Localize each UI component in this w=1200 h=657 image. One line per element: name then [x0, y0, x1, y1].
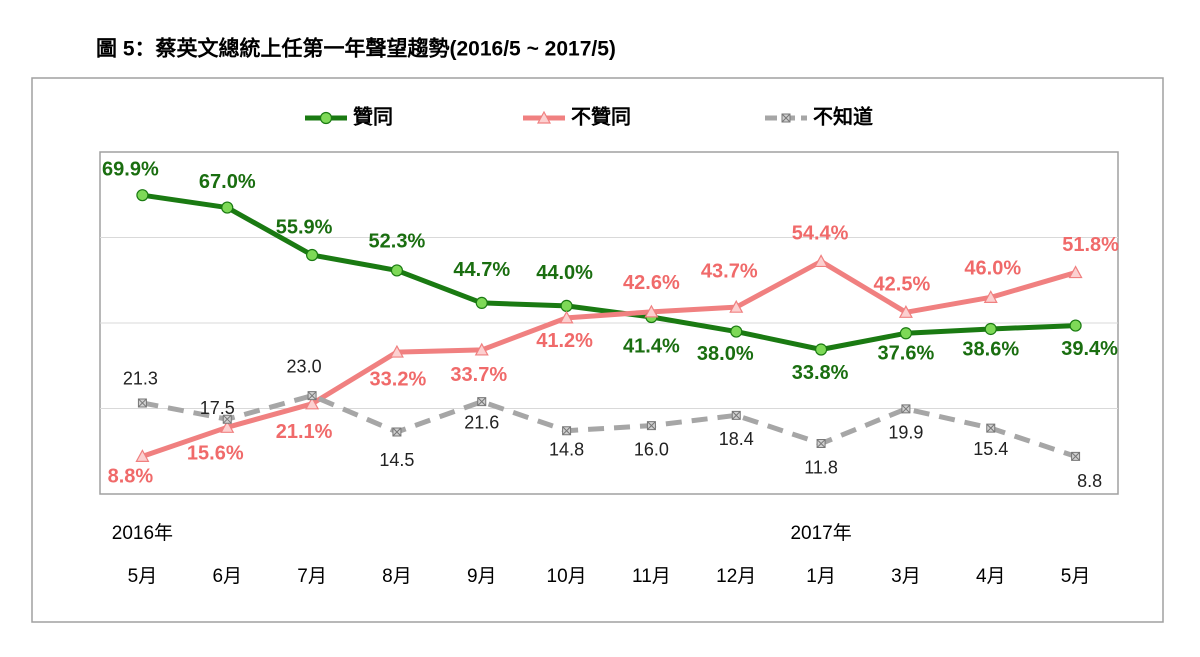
x-tick-label: 5月 — [1061, 566, 1091, 587]
data-label: 33.2% — [370, 368, 427, 390]
point-marker — [814, 343, 828, 356]
point-marker — [898, 305, 913, 318]
point-marker — [986, 423, 996, 433]
point-marker — [562, 426, 572, 436]
x-tick-label: 11月 — [632, 566, 671, 587]
data-label: 39.4% — [1061, 338, 1118, 360]
data-label: 23.0 — [287, 356, 322, 376]
data-label: 38.0% — [697, 343, 754, 365]
point-marker — [899, 327, 913, 340]
data-label: 52.3% — [369, 231, 426, 253]
legend-label: 贊同 — [353, 105, 393, 128]
legend-marker — [781, 113, 791, 123]
data-label: 19.9 — [888, 423, 923, 443]
point-marker — [220, 420, 235, 433]
legend-marker — [319, 111, 333, 125]
point-marker — [392, 427, 402, 437]
x-tick-label: 10月 — [547, 566, 587, 587]
data-label: 15.6% — [187, 443, 244, 465]
point-marker — [1069, 319, 1082, 332]
point-marker — [730, 325, 743, 338]
data-label: 8.8% — [108, 466, 154, 488]
point-marker — [474, 342, 489, 356]
data-label: 16.0 — [634, 439, 669, 459]
point-marker — [221, 201, 234, 214]
point-marker — [814, 254, 829, 268]
series-line — [141, 258, 1077, 459]
point-marker — [477, 397, 487, 407]
point-marker — [901, 404, 911, 414]
data-label: 21.1% — [276, 421, 333, 443]
legend-label: 不贊同 — [571, 105, 631, 128]
point-marker — [983, 290, 998, 303]
x-tick-label: 4月 — [976, 566, 1006, 587]
year-label: 2017年 — [790, 522, 851, 544]
data-label: 21.6 — [464, 412, 499, 432]
chart-frame — [31, 77, 1164, 623]
point-marker — [307, 391, 317, 401]
data-label: 14.5 — [379, 450, 414, 470]
data-label: 21.3 — [123, 369, 158, 389]
point-marker — [560, 299, 573, 312]
data-label: 14.8 — [549, 439, 584, 459]
x-tick-label: 3月 — [891, 566, 921, 587]
point-marker — [984, 322, 997, 336]
point-marker — [644, 304, 659, 318]
point-marker — [559, 310, 574, 324]
point-marker — [390, 264, 404, 277]
x-tick-label: 12月 — [716, 566, 756, 587]
data-label: 37.6% — [878, 343, 935, 365]
data-label: 38.6% — [962, 338, 1019, 360]
data-label: 44.0% — [536, 262, 593, 284]
data-label: 8.8 — [1077, 471, 1102, 491]
x-tick-label: 5月 — [128, 566, 158, 587]
data-label: 17.5 — [200, 398, 235, 418]
point-marker — [1071, 451, 1081, 461]
data-label: 46.0% — [964, 258, 1021, 280]
data-label: 42.6% — [623, 272, 680, 294]
x-tick-label: 6月 — [212, 566, 242, 587]
year-label: 2016年 — [112, 522, 173, 544]
point-marker — [305, 396, 320, 410]
series-line — [142, 192, 1076, 353]
data-label: 15.4 — [973, 439, 1008, 459]
point-marker — [389, 344, 404, 358]
series-line — [141, 393, 1077, 459]
x-tick-label: 8月 — [382, 566, 412, 587]
chart-title: 圖 5：蔡英文總統上任第一年聲望趨勢(2016/5 ~ 2017/5) — [96, 37, 616, 61]
data-label: 41.2% — [536, 330, 593, 352]
point-marker — [137, 398, 147, 408]
point-marker — [305, 248, 319, 262]
data-label: 41.4% — [623, 335, 680, 357]
legend-marker — [536, 110, 552, 124]
data-label: 33.7% — [450, 364, 507, 386]
point-marker — [136, 189, 149, 202]
data-label: 18.4 — [719, 429, 754, 449]
point-marker — [729, 299, 744, 313]
data-label: 43.7% — [701, 260, 758, 282]
data-label: 11.8 — [804, 457, 838, 477]
point-marker — [816, 439, 826, 449]
point-marker — [1068, 265, 1083, 279]
point-marker — [222, 414, 232, 424]
point-marker — [731, 410, 741, 420]
data-label: 44.7% — [453, 259, 510, 281]
data-label: 67.0% — [199, 171, 256, 193]
point-marker — [475, 296, 488, 310]
point-marker — [135, 449, 150, 462]
point-marker — [646, 421, 656, 431]
data-label: 55.9% — [276, 216, 333, 238]
legend-label: 不知道 — [813, 104, 873, 128]
x-tick-label: 1月 — [806, 566, 836, 587]
data-label: 33.8% — [792, 362, 849, 384]
data-label: 54.4% — [792, 223, 849, 245]
data-label: 51.8% — [1062, 234, 1119, 256]
data-label: 69.9% — [102, 158, 159, 180]
data-label: 42.5% — [874, 274, 931, 296]
x-tick-label: 7月 — [297, 566, 327, 587]
x-tick-label: 9月 — [467, 566, 497, 587]
